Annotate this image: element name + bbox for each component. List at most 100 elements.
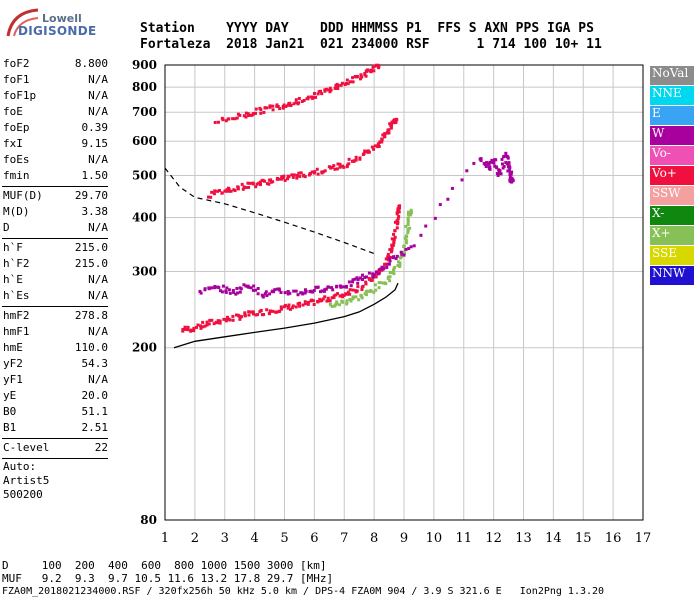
param-row: foF2 8.800 — [2, 56, 108, 72]
param-row: h`E N/A — [2, 272, 108, 288]
echo-point — [380, 265, 384, 269]
echo-point — [510, 170, 514, 174]
echo-point — [251, 312, 255, 316]
echo-point — [281, 105, 285, 109]
param-value: N/A — [88, 325, 108, 338]
echo-point — [257, 181, 261, 185]
param-row: foE N/A — [2, 104, 108, 120]
param-row: h`F 215.0 — [2, 240, 108, 256]
echo-point — [256, 313, 260, 317]
echo-point — [400, 252, 404, 256]
param-label: h`F — [3, 241, 23, 254]
echo-point — [330, 286, 334, 290]
y-tick-label: 400 — [132, 210, 157, 224]
echo-point — [495, 166, 499, 170]
echo-point — [306, 95, 310, 99]
echo-point — [246, 114, 250, 118]
echo-point — [340, 293, 344, 297]
echo-point — [196, 323, 200, 327]
echo-point — [371, 275, 375, 279]
echo-point — [507, 161, 511, 165]
echo-point — [398, 263, 402, 267]
echo-point — [259, 108, 263, 112]
echo-point — [504, 161, 508, 165]
echo-point — [499, 172, 503, 176]
echo-point — [263, 292, 267, 296]
echo-point — [254, 185, 258, 189]
echo-point — [284, 104, 288, 108]
echo-point — [396, 217, 400, 221]
echo-point — [328, 86, 332, 90]
echo-point — [362, 152, 366, 156]
echo-point — [254, 111, 258, 115]
echo-point — [356, 285, 360, 289]
x-tick-label: 13 — [515, 531, 532, 546]
echo-point — [497, 171, 501, 175]
echo-point — [333, 167, 337, 171]
param-text: Auto: — [3, 460, 37, 473]
echo-point — [367, 276, 371, 280]
echo-point — [508, 172, 512, 176]
param-separator — [2, 306, 108, 307]
echo-point — [330, 165, 334, 169]
echo-point — [348, 292, 352, 296]
echo-point — [283, 291, 287, 295]
echo-point — [339, 285, 343, 289]
echo-point — [357, 298, 361, 302]
param-label: foEs — [3, 153, 30, 166]
echo-point — [348, 288, 352, 292]
echo-point — [286, 177, 290, 181]
param-row: fmin 1.50 — [2, 168, 108, 184]
echo-point — [374, 288, 378, 292]
echo-point — [351, 288, 355, 292]
echo-point — [355, 289, 359, 293]
echo-point — [251, 288, 255, 292]
echo-point — [406, 222, 410, 226]
echo-point — [352, 159, 356, 163]
echo-point — [500, 162, 504, 166]
echo-point — [387, 128, 391, 132]
echo-point — [329, 88, 333, 92]
echo-point — [488, 167, 492, 171]
echo-point — [323, 295, 327, 299]
echo-point — [195, 325, 199, 329]
echo-point — [189, 328, 193, 332]
legend-item: X- — [650, 206, 694, 226]
echo-point — [345, 292, 349, 296]
echo-point — [242, 185, 246, 189]
echo-point — [231, 289, 235, 293]
echo-point — [304, 289, 308, 293]
echo-point — [331, 288, 335, 292]
echo-point — [488, 160, 492, 164]
param-value: 215.0 — [74, 257, 108, 270]
echo-point — [213, 120, 217, 124]
echo-point — [396, 220, 400, 224]
echo-point — [346, 82, 350, 86]
echo-point — [390, 270, 394, 274]
echo-point — [268, 312, 272, 316]
echo-point — [248, 181, 252, 185]
echo-point — [302, 98, 306, 102]
echo-point — [310, 170, 314, 174]
echo-point — [344, 292, 348, 296]
echo-point — [347, 280, 351, 284]
x-tick-label: 6 — [310, 531, 318, 546]
legend-item: E — [650, 106, 694, 126]
x-tick-label: 14 — [545, 531, 562, 546]
echo-point — [333, 86, 337, 90]
echo-point — [386, 252, 390, 256]
echo-point — [351, 80, 355, 84]
y-tick-label: 600 — [132, 134, 157, 148]
echo-point — [369, 278, 373, 282]
echo-point — [314, 95, 318, 99]
echo-point — [291, 304, 295, 308]
echo-point — [347, 162, 351, 166]
echo-point — [407, 247, 411, 251]
echo-point — [256, 292, 260, 296]
echo-point — [207, 322, 211, 326]
echo-point — [306, 300, 310, 304]
echo-point — [246, 112, 250, 116]
echo-point — [259, 111, 263, 115]
echo-point — [299, 171, 303, 175]
echo-point — [491, 160, 495, 164]
